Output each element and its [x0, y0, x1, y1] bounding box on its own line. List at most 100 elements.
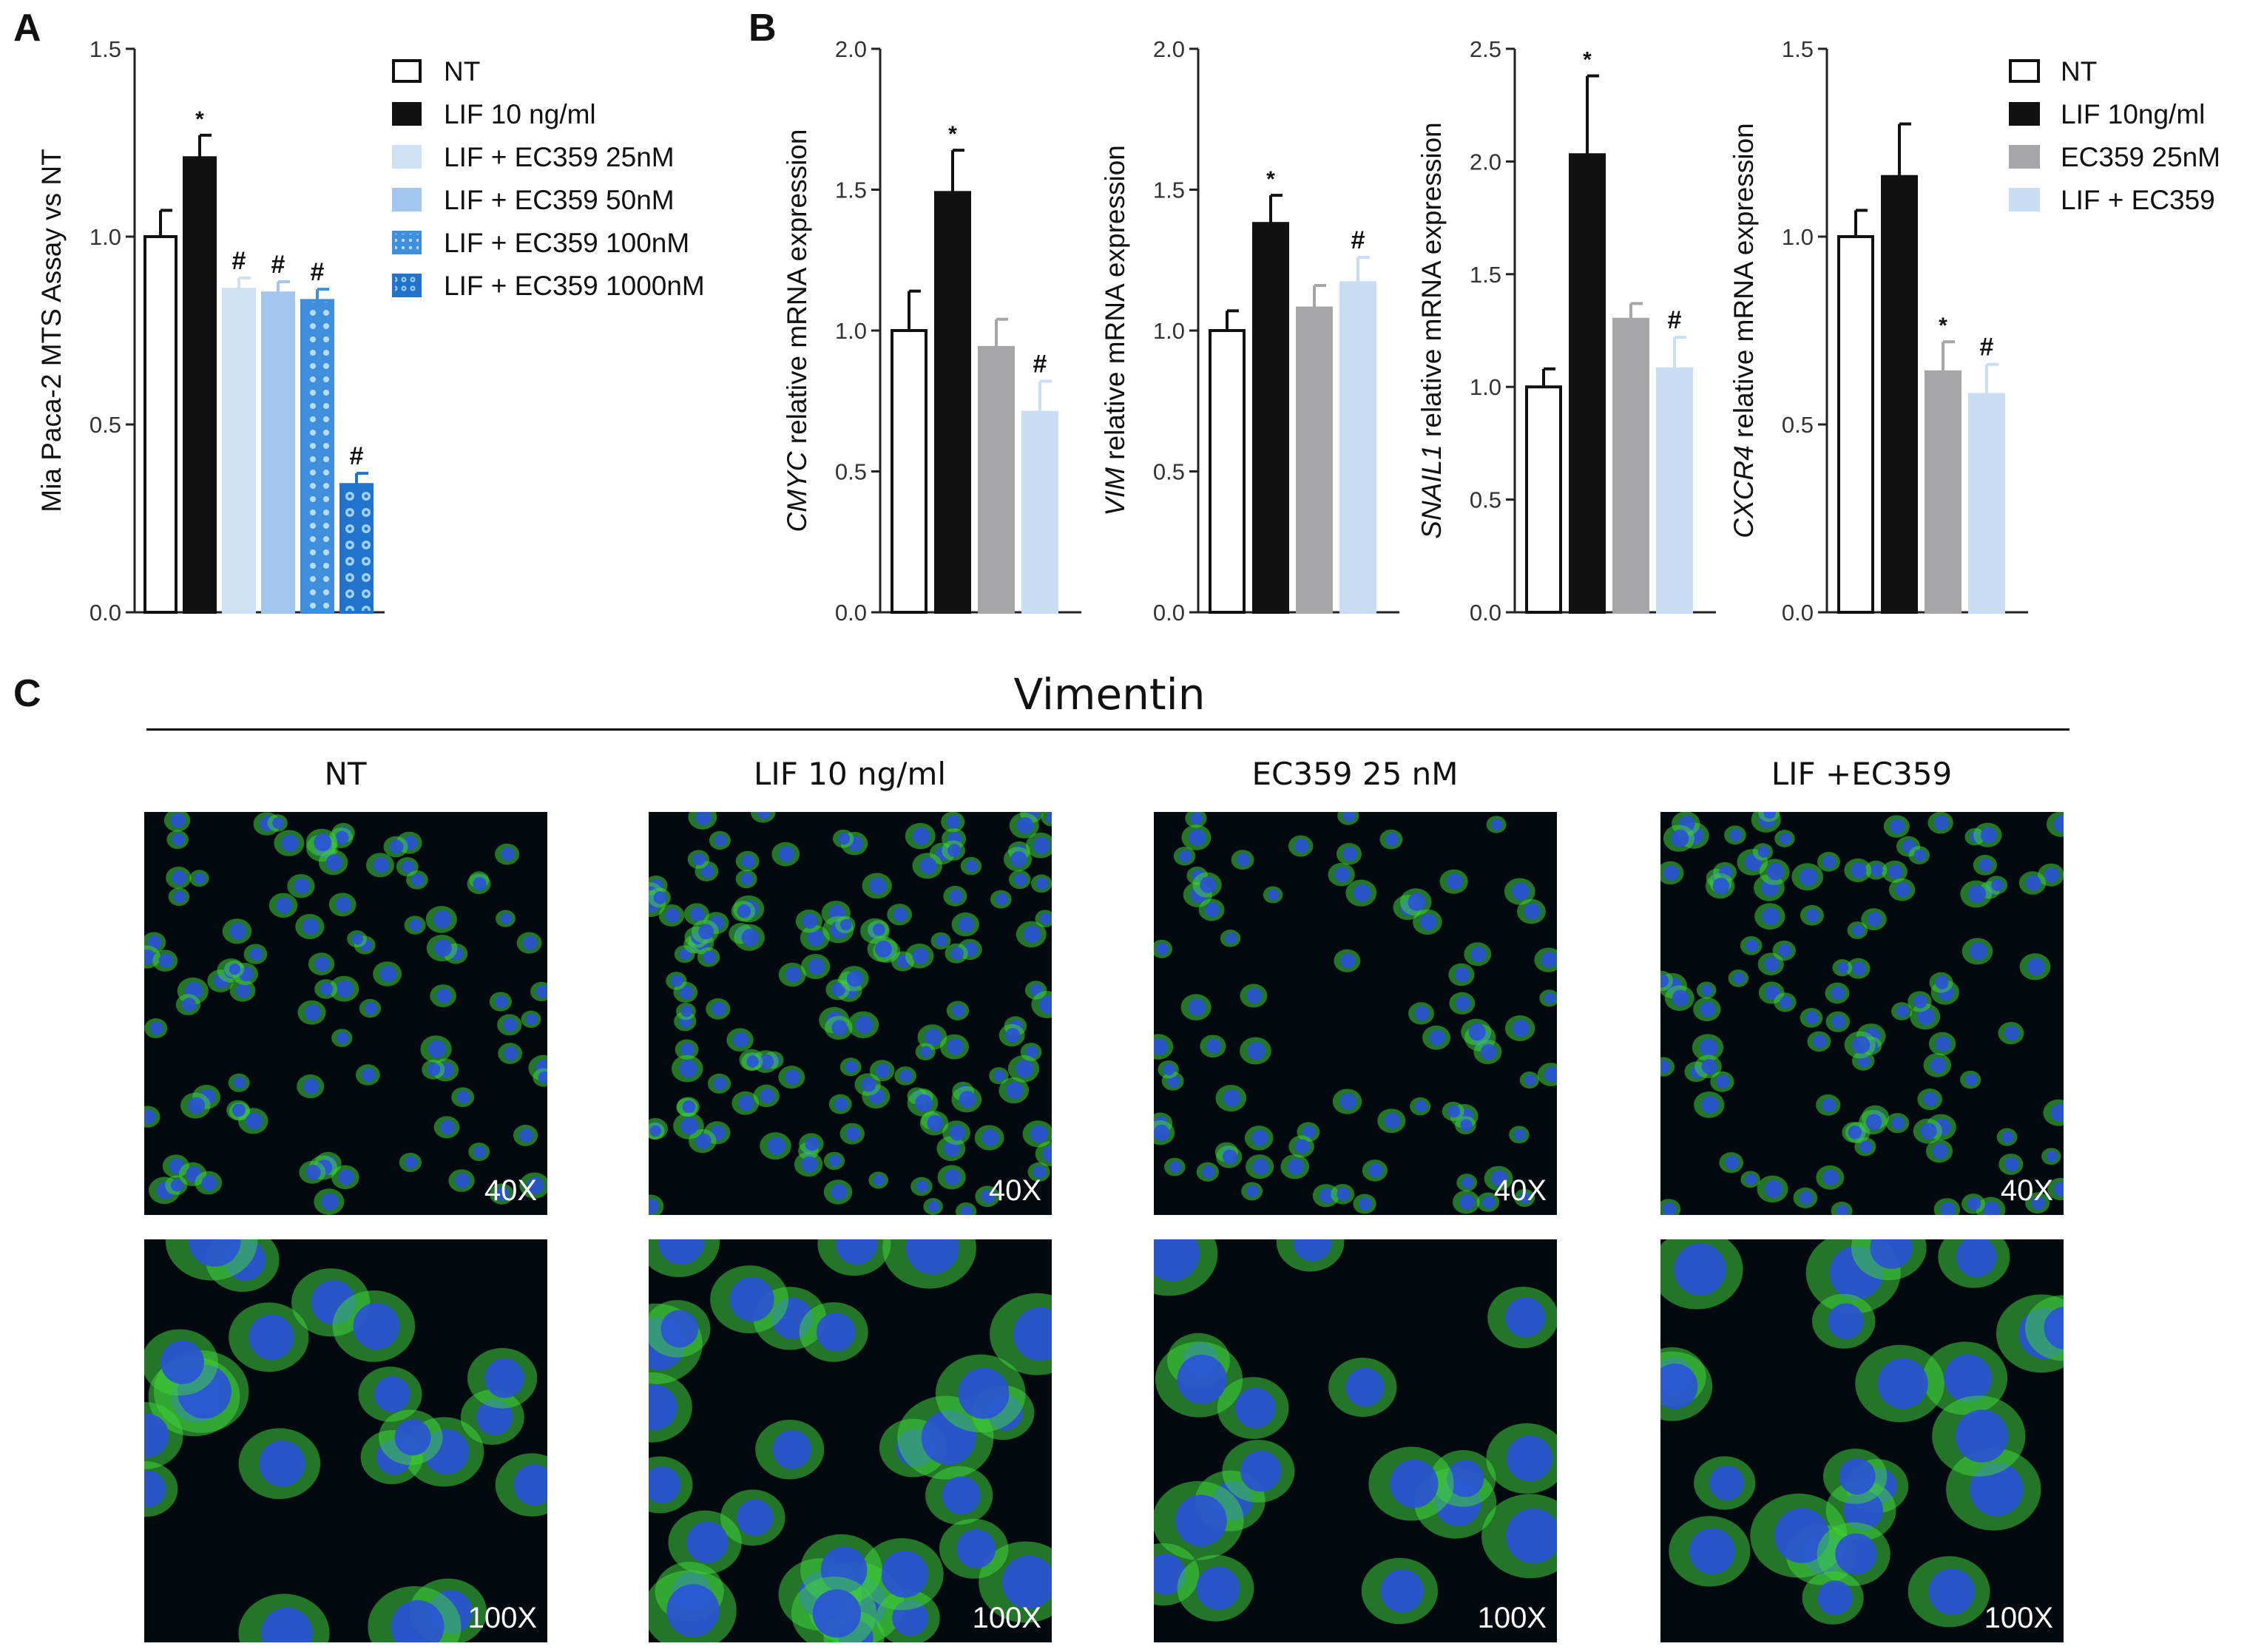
cell-nucleus	[956, 1529, 996, 1568]
cell-nucleus	[440, 1120, 456, 1135]
cell-nucleus	[2050, 1103, 2064, 1122]
cell-nucleus	[1234, 1387, 1276, 1429]
micrograph-100x: 100X	[144, 1239, 547, 1642]
cell-nucleus	[1757, 846, 1770, 858]
cell-nucleus	[294, 878, 310, 894]
cell-nucleus	[873, 923, 885, 936]
y-axis-label: CMYC relative mRNA expression	[782, 129, 812, 532]
cell-nucleus	[1247, 1041, 1266, 1060]
cell-nucleus	[1799, 1191, 1814, 1205]
bar	[1837, 235, 1874, 614]
cell-nucleus	[436, 988, 452, 1003]
cell-nucleus	[741, 929, 760, 947]
bar	[143, 235, 178, 614]
cell-stain-image	[1660, 1239, 2064, 1628]
y-tick-label: 1.0	[1153, 318, 1185, 344]
cell-nucleus	[1805, 1011, 1819, 1025]
micrograph-40x: 40X	[144, 812, 547, 1215]
cell-nucleus	[808, 958, 825, 975]
bar	[261, 291, 295, 614]
cell-nucleus	[455, 1173, 470, 1188]
cell-nucleus	[840, 918, 852, 931]
cell-nucleus	[1163, 1063, 1175, 1076]
significance-mark: *	[1583, 48, 1592, 72]
legend-entry: EC359 25nM	[2061, 142, 2220, 172]
cell-nucleus	[504, 1046, 518, 1060]
cell-nucleus	[1701, 1096, 1719, 1114]
legend-swatch	[392, 145, 422, 169]
cell-nucleus	[1765, 985, 1780, 1001]
cell-nucleus	[1001, 1555, 1052, 1609]
legend-entry: LIF + EC359 1000nM	[444, 271, 705, 301]
cell-nucleus	[1205, 902, 1220, 918]
cell-nucleus	[1294, 839, 1309, 853]
cell-nucleus	[394, 1419, 431, 1456]
micrograph-100x: 100X	[649, 1239, 1052, 1642]
vimentin-title: Vimentin	[1013, 669, 1206, 720]
bar	[222, 288, 256, 614]
cell-nucleus	[503, 1018, 518, 1032]
cell-nucleus	[1025, 1046, 1038, 1058]
cell-nucleus	[845, 1126, 860, 1141]
cell-nucleus	[1519, 1192, 1532, 1204]
cell-nucleus	[305, 1004, 321, 1020]
y-tick-label: 1.0	[89, 224, 121, 250]
cell-nucleus	[1033, 836, 1050, 854]
legend-swatch	[392, 59, 422, 83]
cell-nucleus	[188, 1239, 241, 1267]
cell-stain-image	[144, 812, 547, 1215]
cell-nucleus	[1030, 1125, 1048, 1143]
y-axis-label: SNAIL1 relative mRNA expression	[1416, 122, 1447, 538]
cell-nucleus	[831, 983, 846, 997]
cell-nucleus	[535, 985, 547, 998]
cell-nucleus	[496, 1187, 510, 1201]
cell-nucleus	[1935, 975, 1949, 989]
cell-nucleus	[1154, 1038, 1168, 1055]
legend-entry: NT	[2061, 56, 2097, 87]
legend-b: NT LIF 10ng/ml EC359 25nM LIF + EC359	[2009, 56, 2220, 215]
cell-nucleus	[1835, 1533, 1877, 1575]
cell-nucleus	[1202, 1165, 1215, 1179]
cell-nucleus	[1837, 962, 1849, 974]
cell-nucleus	[1482, 1196, 1496, 1209]
cell-nucleus	[1831, 1015, 1846, 1029]
magnification-label: 100X	[972, 1602, 1041, 1634]
cell-nucleus	[671, 975, 683, 987]
cell-nucleus	[173, 890, 186, 903]
cell-nucleus	[936, 935, 947, 947]
cell-nucleus	[649, 1125, 661, 1137]
legend-swatch	[2009, 145, 2040, 169]
chart-b-cxcr4: 0.0 0.5 1.0 1.5 CXCR4 relative mRNA expressi…	[1729, 36, 2028, 626]
cell-nucleus	[1700, 1001, 1716, 1018]
cell-nucleus	[831, 1020, 848, 1036]
cell-nucleus	[912, 947, 929, 964]
legend-swatch	[392, 231, 422, 254]
y-tick-label: 0.5	[89, 412, 121, 438]
legend-entry: LIF + EC359 100nM	[444, 228, 689, 258]
cell-nucleus	[1836, 1205, 1849, 1215]
cell-nucleus	[1337, 1187, 1351, 1201]
legend-swatch	[392, 102, 422, 126]
cell-nucleus	[2053, 1182, 2064, 1196]
cell-nucleus	[680, 1043, 695, 1057]
cell-nucleus	[409, 918, 422, 932]
cell-nucleus	[772, 1429, 812, 1469]
cell-nucleus	[1293, 1239, 1332, 1262]
cell-nucleus	[1240, 1450, 1282, 1492]
cell-nucleus	[1920, 1123, 1937, 1140]
cell-nucleus	[801, 1156, 818, 1173]
cell-nucleus	[961, 1205, 973, 1215]
cell-nucleus	[362, 1068, 376, 1082]
significance-mark: #	[1033, 351, 1047, 379]
cell-nucleus	[949, 889, 963, 903]
cell-nucleus	[236, 983, 251, 998]
micrograph-40x: 40X	[1660, 812, 2064, 1215]
cell-nucleus	[1462, 1177, 1474, 1188]
cell-nucleus	[160, 1340, 204, 1384]
panel-label-b: B	[749, 7, 777, 50]
cell-nucleus	[981, 1189, 996, 1204]
cell-nucleus	[170, 1179, 184, 1192]
cell-nucleus	[1865, 1114, 1882, 1131]
cell-nucleus	[686, 1521, 729, 1563]
cell-nucleus	[2001, 1131, 2014, 1143]
